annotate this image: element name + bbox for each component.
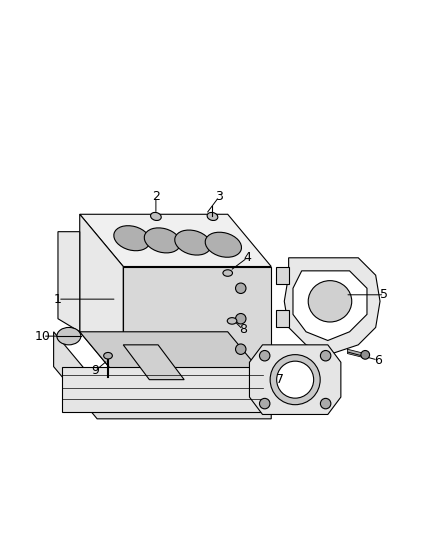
Polygon shape bbox=[62, 367, 262, 413]
Ellipse shape bbox=[57, 327, 81, 345]
Text: 3: 3 bbox=[215, 190, 223, 204]
Ellipse shape bbox=[151, 213, 161, 221]
Polygon shape bbox=[293, 271, 367, 341]
Polygon shape bbox=[250, 345, 341, 415]
Circle shape bbox=[236, 344, 246, 354]
Polygon shape bbox=[284, 258, 380, 353]
Circle shape bbox=[361, 351, 370, 359]
Polygon shape bbox=[80, 332, 271, 384]
Text: 2: 2 bbox=[152, 190, 160, 204]
Circle shape bbox=[259, 398, 270, 409]
Ellipse shape bbox=[227, 318, 237, 324]
Circle shape bbox=[236, 283, 246, 294]
Polygon shape bbox=[80, 214, 123, 384]
Ellipse shape bbox=[277, 361, 314, 398]
Polygon shape bbox=[58, 232, 80, 332]
Text: 8: 8 bbox=[239, 323, 247, 336]
Circle shape bbox=[259, 351, 270, 361]
Ellipse shape bbox=[270, 354, 320, 405]
Text: 7: 7 bbox=[276, 373, 284, 386]
Text: 5: 5 bbox=[380, 288, 389, 301]
Text: 1: 1 bbox=[54, 293, 62, 305]
Ellipse shape bbox=[114, 225, 150, 251]
Ellipse shape bbox=[223, 270, 233, 276]
Ellipse shape bbox=[207, 213, 218, 221]
Circle shape bbox=[321, 351, 331, 361]
Ellipse shape bbox=[308, 281, 352, 322]
Polygon shape bbox=[347, 349, 367, 358]
Text: 10: 10 bbox=[35, 329, 51, 343]
Polygon shape bbox=[123, 266, 271, 384]
Ellipse shape bbox=[144, 228, 180, 253]
Polygon shape bbox=[276, 266, 289, 284]
Ellipse shape bbox=[205, 232, 241, 257]
Ellipse shape bbox=[175, 230, 211, 255]
Text: 6: 6 bbox=[374, 353, 382, 367]
Polygon shape bbox=[80, 214, 271, 266]
Circle shape bbox=[321, 398, 331, 409]
Text: 4: 4 bbox=[244, 251, 251, 264]
Ellipse shape bbox=[104, 352, 113, 359]
Polygon shape bbox=[123, 345, 184, 379]
Circle shape bbox=[236, 313, 246, 324]
Polygon shape bbox=[276, 310, 289, 327]
Polygon shape bbox=[53, 332, 271, 419]
Text: 9: 9 bbox=[91, 365, 99, 377]
